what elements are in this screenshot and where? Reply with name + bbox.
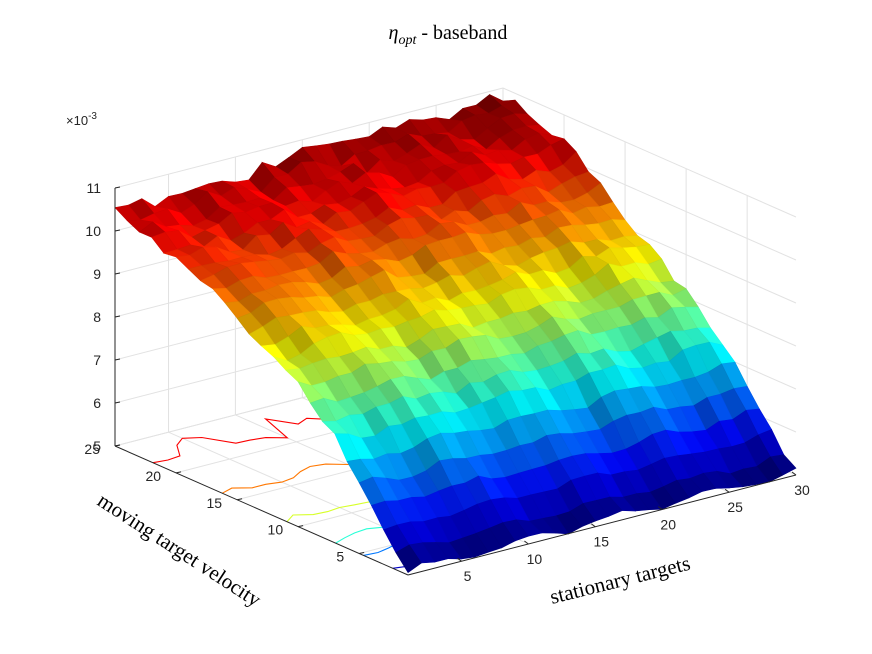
axis-line (175, 471, 182, 474)
axis-line (114, 358, 121, 361)
x-tick-label: 10 (527, 551, 543, 567)
axis-line (407, 474, 797, 576)
axis-line (114, 229, 121, 232)
axis-line (657, 506, 663, 510)
axis-line (591, 523, 596, 528)
axis-line (524, 540, 529, 545)
axis-line (236, 498, 243, 501)
z-tick-label: 10 (85, 223, 101, 239)
z-tick-label: 6 (93, 395, 101, 411)
y-tick-label: 15 (207, 495, 223, 511)
x-tick-label: 25 (727, 499, 743, 515)
z-axis-multiplier: ×10-3 (66, 111, 97, 128)
axis-line (114, 444, 121, 447)
axis-line (114, 186, 121, 189)
chart-title: ηopt - baseband (389, 22, 508, 48)
z-tick-label: 7 (93, 352, 101, 368)
z-tick-label: 9 (93, 266, 101, 282)
axis-line (791, 471, 797, 476)
x-tick-label: 5 (464, 568, 472, 584)
axis-line (724, 488, 730, 493)
surface-patch (395, 544, 422, 574)
axis-line (359, 552, 365, 554)
y-tick-label: 10 (268, 522, 284, 538)
axis-line (298, 525, 304, 528)
z-tick-label: 5 (93, 438, 101, 454)
y-tick-label: 25 (84, 441, 100, 457)
x-tick-label: 15 (594, 534, 610, 550)
grid-line (502, 87, 797, 218)
z-tick-label: 8 (93, 309, 101, 325)
axis-line (114, 315, 121, 318)
x-axis-title: stationary targets (547, 551, 692, 609)
x-tick-label: 20 (660, 516, 676, 532)
axis-line (457, 557, 462, 562)
axis-line (114, 401, 121, 404)
y-tick-label: 5 (336, 549, 344, 565)
y-tick-label: 20 (145, 468, 161, 484)
x-tick-label: 30 (794, 482, 810, 498)
y-axis-title: moving target velocity (93, 488, 266, 612)
z-tick-label: 11 (86, 180, 101, 196)
axis-line (114, 272, 121, 275)
grid-line (114, 87, 504, 189)
surface (114, 94, 797, 574)
